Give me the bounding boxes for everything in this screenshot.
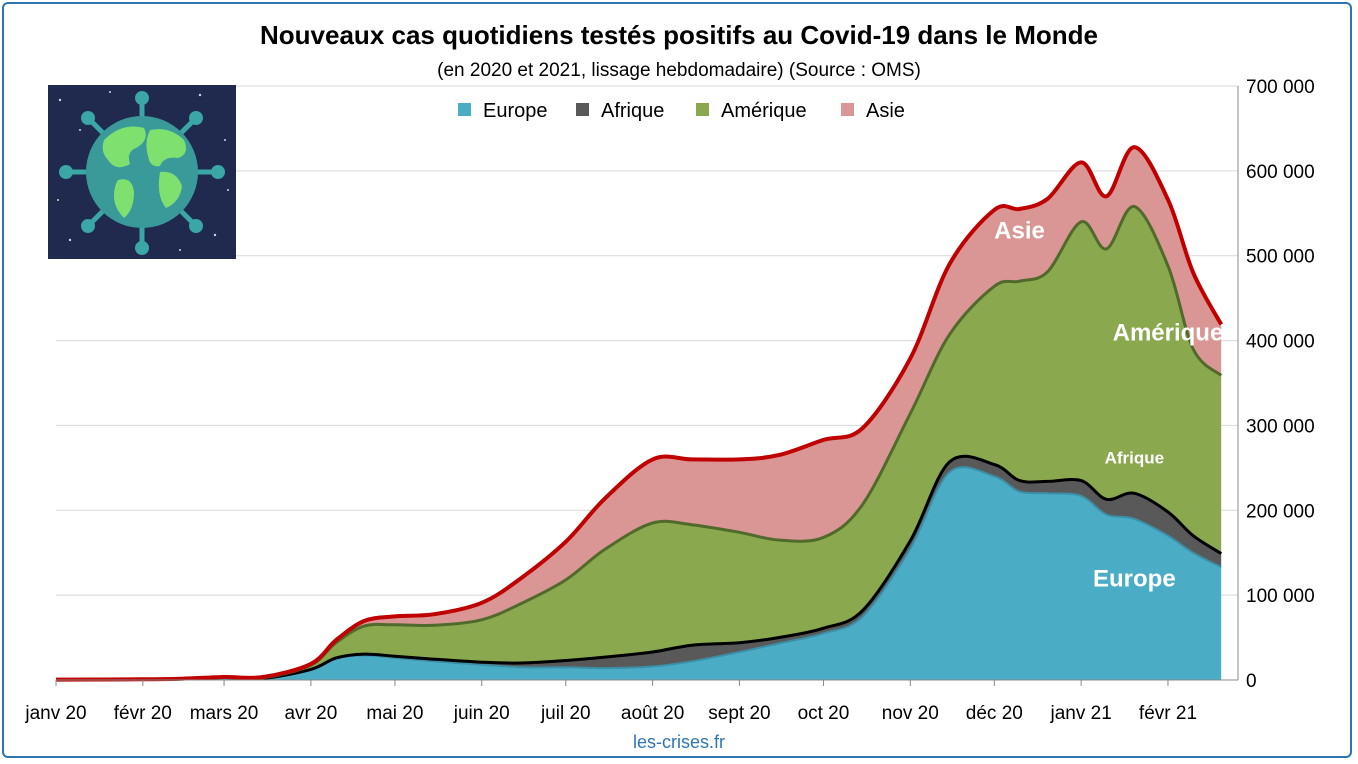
x-tick-label: oct 20 [798, 703, 850, 724]
x-tick-label: avr 20 [284, 703, 337, 724]
legend-label-europe: Europe [483, 100, 548, 122]
y-tick-label: 100 000 [1246, 586, 1315, 607]
series-annotations: Asie Amérique Afrique Europe [994, 218, 1223, 593]
annotation-afrique: Afrique [1105, 449, 1165, 468]
area-asie [56, 147, 1222, 680]
annotation-europe: Europe [1093, 566, 1176, 593]
outline-afrique [55, 454, 1223, 682]
chart-subtitle: (en 2020 et 2021, lissage hebdomadaire) … [437, 60, 921, 81]
chart-title: Nouveaux cas quotidiens testés positifs … [260, 20, 1098, 50]
x-tick-label: août 20 [621, 703, 684, 724]
total-line [55, 145, 1223, 682]
x-tick-label: févr 20 [114, 703, 172, 724]
legend-label-amerique: Amérique [721, 100, 807, 122]
source-label: les-crises.fr [633, 732, 725, 752]
legend-swatch-afrique [576, 103, 589, 116]
x-tick-label: déc 20 [966, 703, 1023, 724]
y-tick-label: 700 000 [1246, 77, 1315, 98]
y-tick-label: 300 000 [1246, 416, 1315, 437]
area-amerique [56, 206, 1222, 680]
annotation-amerique: Amérique [1113, 320, 1224, 347]
legend-swatch-europe [458, 103, 471, 116]
legend-label-afrique: Afrique [601, 100, 664, 122]
x-tick-label: mars 20 [190, 703, 259, 724]
y-tick-label: 400 000 [1246, 332, 1315, 353]
stacked-areas [56, 147, 1222, 680]
x-tick-label: févr 21 [1139, 703, 1197, 724]
y-tick-label: 500 000 [1246, 247, 1315, 268]
axes: 0 100 000 200 000 300 000 400 000 500 000 600 … [24, 77, 1314, 724]
x-tick-label: sept 20 [708, 703, 770, 724]
legend-swatch-asie [841, 103, 854, 116]
x-tick-label: nov 20 [882, 703, 939, 724]
x-tick-label: juin 20 [453, 703, 510, 724]
y-tick-label: 600 000 [1246, 162, 1315, 183]
series-outlines [55, 145, 1223, 682]
y-tick-label: 0 [1246, 671, 1257, 692]
x-tick-label: juil 20 [540, 703, 591, 724]
x-tick-label: janv 21 [1050, 703, 1112, 724]
y-tick-label: 200 000 [1246, 501, 1315, 522]
x-tick-label: mai 20 [366, 703, 423, 724]
legend: Europe Afrique Amérique Asie [458, 100, 905, 122]
x-tick-label: janv 20 [24, 703, 86, 724]
earth-virus-icon [48, 85, 236, 259]
legend-label-asie: Asie [866, 100, 905, 122]
annotation-asie: Asie [994, 218, 1045, 245]
area-europe [56, 467, 1222, 680]
legend-swatch-amerique [696, 103, 709, 116]
